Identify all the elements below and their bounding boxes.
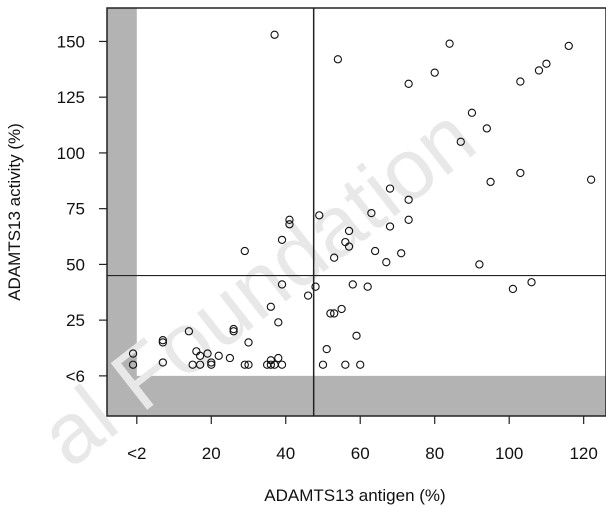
x-tick-label: 20 bbox=[202, 444, 221, 463]
y-tick-label: 75 bbox=[66, 200, 85, 219]
data-point bbox=[266, 302, 276, 311]
data-point bbox=[486, 177, 495, 187]
data-point bbox=[207, 358, 216, 367]
data-point bbox=[330, 309, 339, 318]
data-point bbox=[277, 235, 287, 245]
data-point bbox=[352, 331, 361, 340]
data-point bbox=[244, 338, 253, 347]
data-point bbox=[274, 353, 283, 363]
data-point bbox=[318, 360, 328, 369]
data-point bbox=[158, 358, 168, 367]
y-axis-title: ADAMTS13 activity (%) bbox=[5, 123, 24, 301]
data-point bbox=[274, 318, 283, 327]
data-point bbox=[527, 278, 536, 287]
data-point bbox=[158, 338, 168, 347]
shaded-region-y bbox=[107, 375, 606, 416]
data-point bbox=[586, 175, 596, 184]
data-point bbox=[516, 77, 525, 86]
shaded-regions bbox=[107, 8, 606, 416]
data-point bbox=[467, 108, 477, 117]
data-point bbox=[195, 351, 205, 360]
y-tick-label: 100 bbox=[57, 144, 85, 163]
data-point bbox=[534, 66, 544, 75]
data-point bbox=[456, 137, 465, 146]
data-point bbox=[322, 344, 331, 354]
data-point bbox=[277, 360, 287, 369]
data-point bbox=[367, 208, 376, 218]
data-point bbox=[397, 249, 406, 258]
data-point bbox=[516, 168, 525, 178]
x-tick-label: 60 bbox=[351, 444, 370, 463]
data-point bbox=[430, 68, 439, 77]
x-tick-label: 100 bbox=[495, 444, 523, 463]
data-point bbox=[277, 280, 287, 289]
x-tick-label: <2 bbox=[127, 444, 146, 463]
y-tick-label: 125 bbox=[57, 88, 85, 107]
data-point bbox=[445, 39, 454, 48]
data-point bbox=[363, 282, 372, 291]
data-point bbox=[214, 351, 223, 360]
data-point bbox=[311, 282, 320, 291]
data-point bbox=[344, 226, 354, 236]
data-point bbox=[404, 195, 413, 204]
data-points bbox=[128, 30, 596, 369]
reference-lines bbox=[107, 8, 606, 416]
watermark: al Foundation bbox=[23, 88, 493, 485]
data-point bbox=[303, 291, 313, 300]
data-point bbox=[341, 360, 350, 369]
shaded-region-x bbox=[107, 8, 137, 416]
x-tick-label: 80 bbox=[425, 444, 444, 463]
data-point bbox=[326, 309, 335, 318]
data-point bbox=[229, 327, 238, 336]
y-axis: <6 25 50 75 100 125 150 bbox=[57, 32, 107, 386]
y-tick-label: <6 bbox=[66, 367, 85, 386]
data-point bbox=[184, 327, 194, 336]
data-point bbox=[158, 336, 168, 345]
data-point bbox=[404, 79, 413, 88]
data-point bbox=[195, 360, 205, 369]
data-point bbox=[508, 284, 518, 294]
data-point bbox=[348, 280, 357, 289]
data-point bbox=[370, 246, 380, 256]
data-point bbox=[315, 211, 324, 220]
data-point bbox=[285, 215, 294, 224]
data-point bbox=[128, 360, 138, 369]
data-point bbox=[385, 222, 395, 231]
x-axis-title: ADAMTS13 antigen (%) bbox=[264, 486, 445, 505]
data-point bbox=[207, 360, 216, 369]
y-tick-label: 150 bbox=[57, 32, 85, 51]
data-point bbox=[240, 360, 249, 369]
data-point bbox=[203, 349, 212, 358]
data-point bbox=[356, 360, 365, 369]
data-point bbox=[404, 215, 413, 224]
data-point bbox=[240, 246, 249, 256]
y-tick-label: 25 bbox=[66, 311, 85, 330]
y-tick-label: 50 bbox=[66, 255, 85, 274]
x-tick-label: 120 bbox=[569, 444, 597, 463]
data-point bbox=[344, 242, 354, 251]
data-point bbox=[244, 360, 253, 369]
x-axis: <2 20 40 60 80 100 120 bbox=[127, 416, 598, 463]
data-point bbox=[333, 55, 343, 64]
data-point bbox=[382, 258, 391, 267]
data-point bbox=[385, 184, 395, 193]
data-point bbox=[337, 304, 346, 314]
data-point bbox=[270, 30, 279, 39]
x-tick-label: 40 bbox=[276, 444, 295, 463]
data-point bbox=[266, 360, 276, 369]
data-point bbox=[285, 220, 294, 229]
data-point bbox=[225, 353, 235, 363]
data-point bbox=[330, 253, 339, 262]
data-point bbox=[475, 260, 484, 269]
data-point bbox=[482, 124, 491, 133]
plot-frame bbox=[106, 7, 606, 417]
data-point bbox=[128, 349, 138, 358]
data-point bbox=[564, 41, 573, 51]
data-point bbox=[542, 59, 551, 68]
data-point bbox=[229, 324, 238, 334]
